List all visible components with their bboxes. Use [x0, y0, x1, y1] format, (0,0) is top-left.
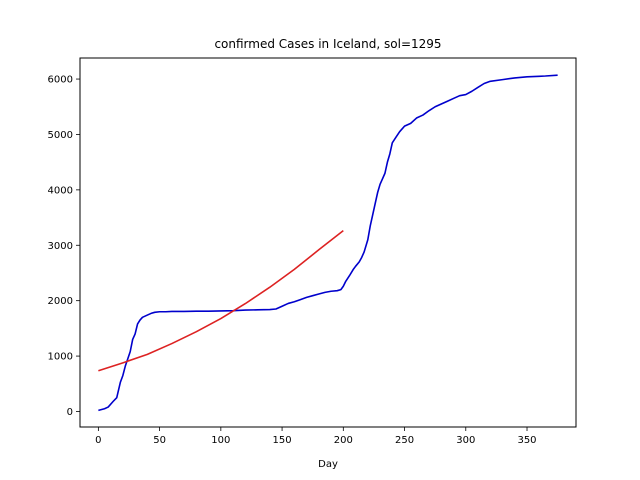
x-tick-label: 0	[95, 435, 101, 446]
x-axis-label: Day	[318, 459, 338, 470]
y-tick-label: 5000	[48, 130, 73, 141]
y-tick-label: 6000	[48, 75, 73, 86]
x-tick-label: 250	[395, 435, 414, 446]
series-layer	[98, 74, 558, 412]
series-line-1	[98, 74, 558, 412]
y-tick-label: 0	[67, 407, 73, 418]
chart-title: confirmed Cases in Iceland, sol=1295	[214, 37, 441, 51]
ticks-layer: 0 50 100 150 200 250 300 350 0 1000 2000 3000 4000 50…	[48, 75, 537, 446]
x-tick-label: 300	[456, 435, 475, 446]
x-tick-label: 200	[334, 435, 353, 446]
y-tick-label: 3000	[48, 241, 73, 252]
series-line-2	[98, 229, 344, 372]
x-tick-label: 150	[273, 435, 292, 446]
y-tick-label: 2000	[48, 296, 73, 307]
y-tick-label: 1000	[48, 352, 73, 363]
plot-frame	[79, 57, 577, 428]
x-tick-label: 100	[211, 435, 230, 446]
y-tick-label: 4000	[48, 185, 73, 196]
x-tick-label: 50	[153, 435, 166, 446]
x-tick-label: 350	[517, 435, 536, 446]
